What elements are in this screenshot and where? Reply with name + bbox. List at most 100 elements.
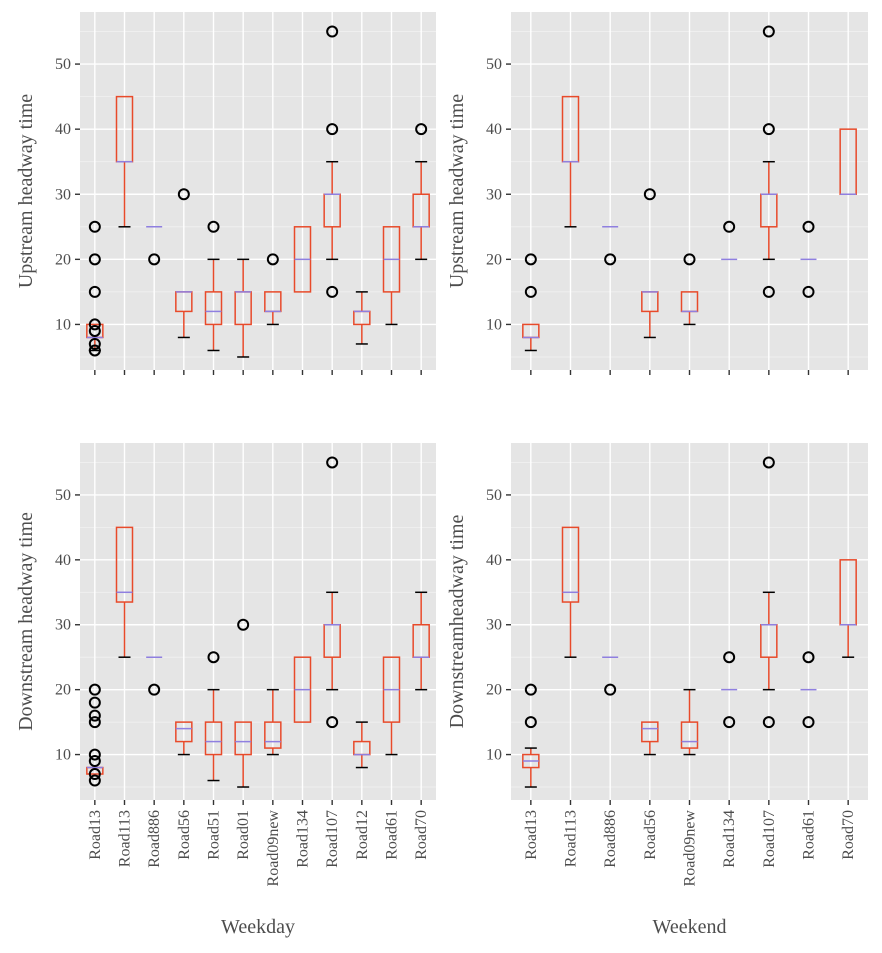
outlier-point (88, 709, 101, 722)
outlier-point (683, 253, 696, 266)
box-Road113 (115, 526, 134, 658)
x-category-label: Road107 (761, 810, 778, 868)
outlier-point (88, 755, 101, 768)
outlier-point (762, 25, 775, 38)
box-Road61 (382, 656, 401, 756)
chart-panel-top-right: 10 20 30 40 50 Upstream headway time (446, 12, 868, 375)
x-category-label: Road113 (563, 810, 580, 867)
y-tick-label: 10 (55, 316, 71, 333)
x-axis-title: Weekday (221, 916, 295, 938)
plot-background (80, 443, 436, 800)
box-Road61 (382, 226, 401, 326)
y-tick-label: 30 (55, 617, 71, 634)
x-category-label: Road134 (721, 810, 738, 868)
outlier-point (762, 716, 775, 729)
iqr-box (561, 526, 580, 603)
y-axis-title: Upstream headway time (446, 94, 468, 288)
box-Road09new (680, 253, 699, 326)
box-Road56 (641, 721, 659, 756)
y-axis-title: Downstreamheadway time (446, 514, 468, 728)
box-Road13 (86, 220, 104, 357)
box-Road70 (839, 559, 857, 658)
iqr-box (204, 291, 223, 326)
box-Road09new (264, 253, 282, 326)
outlier-point (802, 220, 815, 233)
box-Road134 (293, 226, 312, 293)
x-category-label: Road113 (117, 810, 134, 867)
box-Road886 (602, 656, 619, 696)
box-Road134 (721, 651, 738, 729)
box-Road51 (204, 651, 223, 782)
box-Road09new (264, 688, 282, 756)
x-axis-title: Weekend (653, 916, 727, 938)
iqr-box (264, 721, 282, 749)
y-tick-label: 20 (486, 251, 502, 268)
box-Road13 (522, 683, 540, 788)
box-Road134 (721, 220, 738, 261)
box-Road70 (839, 128, 857, 196)
outlier-point (88, 318, 101, 331)
box-Road56 (641, 188, 659, 339)
y-tick-label: 30 (55, 186, 71, 203)
box-Road01 (234, 258, 252, 358)
y-tick-label: 30 (486, 186, 502, 203)
y-tick-label: 50 (486, 487, 502, 504)
box-Road107 (323, 25, 341, 298)
x-category-label: Road886 (602, 810, 619, 868)
y-tick-label: 30 (486, 617, 502, 634)
box-Road886 (146, 656, 163, 696)
outlier-point (88, 696, 101, 709)
y-tick-label: 20 (55, 682, 71, 699)
y-tick-label: 40 (55, 121, 71, 138)
outlier-point (207, 220, 220, 233)
y-axis-title: Downstream headway time (15, 512, 37, 731)
outlier-point (88, 285, 101, 298)
box-Road51 (204, 220, 223, 352)
y-tick-label: 50 (55, 56, 71, 73)
outlier-point (207, 651, 220, 664)
box-Road61 (800, 220, 817, 298)
outlier-point (762, 285, 775, 298)
box-Road886 (602, 226, 619, 266)
y-tick-label: 10 (55, 747, 71, 764)
box-Road113 (561, 526, 580, 658)
outlier-point (524, 285, 537, 298)
y-tick-label: 40 (55, 552, 71, 569)
outlier-point (237, 618, 250, 631)
y-tick-label: 20 (55, 251, 71, 268)
iqr-box (115, 526, 134, 603)
outlier-point (326, 285, 339, 298)
box-Road13 (86, 683, 104, 787)
x-category-label: Road107 (324, 810, 341, 868)
box-Road134 (293, 656, 312, 723)
outlier-point (88, 324, 101, 337)
outlier-point (88, 220, 101, 233)
outlier-point (415, 123, 428, 136)
box-Road113 (561, 95, 580, 228)
x-category-label: Road09new (265, 810, 282, 887)
x-category-label: Road61 (801, 810, 818, 860)
outlier-point (177, 188, 190, 201)
outlier-point (88, 683, 101, 696)
box-Road09new (680, 688, 699, 756)
x-category-label: Road56 (642, 810, 659, 860)
chart-panel-bottom-left: 10 20 30 40 50 Road13 Road113 Road886 Road56 Road… (15, 443, 436, 938)
x-category-label: Road134 (295, 810, 312, 868)
box-Road12 (353, 291, 371, 345)
x-category-label: Road01 (235, 810, 252, 860)
y-axis-title: Upstream headway time (15, 94, 37, 288)
outlier-point (88, 337, 101, 350)
box-Road107 (323, 456, 341, 729)
box-Road13 (522, 253, 540, 352)
outlier-point (88, 253, 101, 266)
box-Road886 (146, 226, 163, 266)
x-category-label: Road51 (206, 810, 223, 860)
box-Road61 (800, 651, 817, 729)
x-category-label: Road13 (87, 810, 104, 860)
outlier-point (326, 25, 339, 38)
box-Road70 (412, 591, 430, 691)
iqr-box (204, 721, 223, 756)
outlier-point (524, 683, 537, 696)
y-tick-label: 40 (486, 121, 502, 138)
y-tick-label: 20 (486, 682, 502, 699)
